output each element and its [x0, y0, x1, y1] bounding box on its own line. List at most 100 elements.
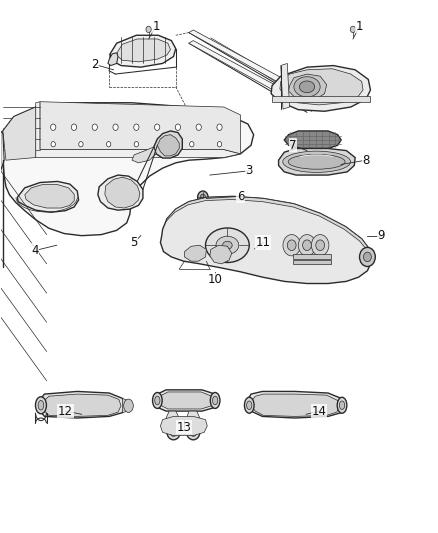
Text: 9: 9 [377, 229, 384, 242]
Circle shape [113, 124, 118, 131]
Circle shape [350, 26, 355, 33]
Text: 3: 3 [245, 164, 252, 177]
Circle shape [216, 124, 222, 131]
Circle shape [175, 124, 180, 131]
Polygon shape [122, 398, 131, 413]
Circle shape [50, 124, 56, 131]
Polygon shape [3, 107, 35, 160]
Text: 10: 10 [207, 273, 222, 286]
Circle shape [363, 252, 371, 262]
Ellipse shape [189, 429, 196, 437]
Circle shape [200, 194, 205, 200]
Polygon shape [35, 102, 240, 158]
Ellipse shape [152, 392, 162, 408]
Ellipse shape [124, 399, 133, 413]
Ellipse shape [246, 401, 251, 409]
Text: 11: 11 [255, 236, 270, 249]
Circle shape [154, 124, 159, 131]
Polygon shape [40, 391, 125, 418]
Polygon shape [25, 184, 74, 208]
Polygon shape [251, 394, 339, 416]
Polygon shape [3, 103, 253, 236]
Polygon shape [288, 74, 326, 101]
Polygon shape [160, 196, 371, 284]
Ellipse shape [205, 228, 249, 263]
Polygon shape [271, 66, 370, 111]
Polygon shape [279, 69, 362, 105]
Polygon shape [44, 394, 121, 416]
Polygon shape [40, 102, 240, 154]
Circle shape [359, 247, 374, 266]
Polygon shape [108, 53, 118, 66]
Ellipse shape [288, 155, 344, 169]
Text: 1: 1 [152, 20, 159, 33]
Polygon shape [157, 135, 179, 156]
Ellipse shape [222, 241, 232, 249]
Text: 14: 14 [311, 405, 326, 417]
Polygon shape [105, 177, 140, 208]
Circle shape [287, 240, 295, 251]
Polygon shape [153, 390, 218, 411]
Ellipse shape [215, 236, 238, 254]
Polygon shape [280, 63, 289, 109]
Polygon shape [117, 39, 170, 62]
Text: 13: 13 [176, 421, 191, 433]
Ellipse shape [170, 429, 177, 437]
Polygon shape [17, 181, 78, 212]
Text: 4: 4 [31, 244, 39, 257]
Circle shape [217, 142, 221, 147]
Circle shape [283, 235, 300, 256]
Ellipse shape [339, 401, 344, 409]
Polygon shape [188, 41, 315, 111]
Ellipse shape [38, 400, 44, 410]
Ellipse shape [166, 425, 180, 440]
Polygon shape [132, 147, 155, 163]
Ellipse shape [186, 425, 199, 440]
Polygon shape [184, 245, 206, 261]
Circle shape [134, 124, 139, 131]
Circle shape [315, 240, 324, 251]
Polygon shape [278, 149, 354, 175]
Circle shape [189, 142, 194, 147]
Text: 5: 5 [130, 236, 138, 249]
Text: 8: 8 [362, 154, 369, 167]
Polygon shape [272, 96, 370, 102]
Circle shape [92, 124, 97, 131]
Polygon shape [158, 392, 214, 409]
Polygon shape [247, 391, 343, 418]
Ellipse shape [210, 392, 219, 408]
Polygon shape [284, 131, 340, 149]
Ellipse shape [35, 397, 46, 414]
Circle shape [106, 142, 110, 147]
Text: 2: 2 [91, 58, 98, 71]
Circle shape [311, 235, 328, 256]
Circle shape [78, 142, 83, 147]
Ellipse shape [336, 397, 346, 413]
Polygon shape [188, 30, 315, 101]
Polygon shape [110, 35, 175, 67]
Polygon shape [292, 254, 330, 259]
Ellipse shape [282, 151, 350, 172]
Polygon shape [160, 416, 207, 435]
Circle shape [197, 191, 208, 204]
Circle shape [146, 26, 151, 33]
Text: 6: 6 [236, 190, 244, 203]
Polygon shape [166, 196, 370, 252]
Polygon shape [153, 131, 182, 158]
Polygon shape [209, 245, 231, 264]
Text: 7: 7 [289, 139, 296, 152]
Polygon shape [1, 131, 4, 171]
Text: 1: 1 [355, 20, 363, 33]
Circle shape [51, 142, 55, 147]
Circle shape [71, 124, 77, 131]
Polygon shape [292, 260, 330, 264]
Ellipse shape [244, 397, 254, 413]
Circle shape [162, 142, 166, 147]
Ellipse shape [154, 396, 159, 405]
Ellipse shape [293, 77, 319, 97]
Text: 12: 12 [58, 405, 73, 417]
Ellipse shape [299, 81, 314, 93]
Polygon shape [166, 411, 179, 434]
Ellipse shape [212, 396, 217, 405]
Polygon shape [186, 411, 199, 434]
